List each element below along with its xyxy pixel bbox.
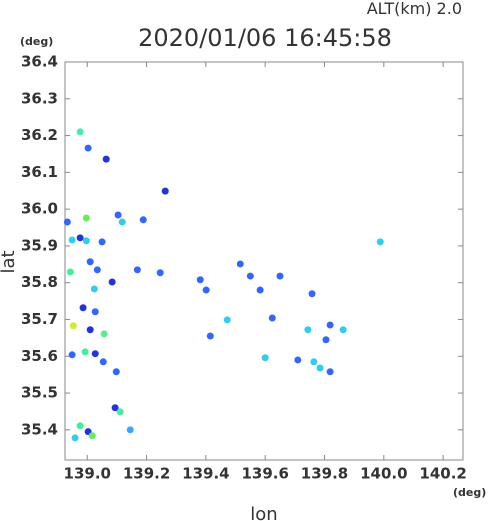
echo-point [114,211,122,219]
echo-point [86,326,94,334]
y-tick-label: 36.1 [21,163,58,181]
echo-point [276,272,284,280]
echo-point [294,356,302,364]
x-tick-label: 140.2 [419,465,466,483]
echo-point [161,187,169,195]
y-tick-label: 35.5 [21,384,58,402]
y-tick-label: 36.3 [21,89,58,107]
x-tick-label: 140.0 [360,465,407,483]
echo-point [84,144,92,152]
y-tick-label: 36.0 [21,200,58,218]
echo-point [81,348,89,356]
y-tick-label: 36.4 [21,53,58,71]
x-tick-label: 139.8 [301,465,348,483]
x-tick-label: 139.6 [241,465,288,483]
echo-point [256,286,264,294]
y-axis-title: lat [0,250,19,273]
echo-point [156,269,164,277]
echo-point [326,321,334,329]
echo-point [68,351,76,359]
x-axis-title: lon [250,504,277,521]
echo-point [69,322,77,330]
echo-point [112,368,120,376]
echo-point [339,326,347,334]
echo-point [76,128,84,136]
echo-point [68,236,76,244]
echo-point [102,155,110,163]
echo-point [139,216,147,224]
echo-point [126,426,134,434]
echo-point [196,276,204,284]
echo-point [246,272,254,280]
echo-point [76,234,84,242]
echo-point [88,432,96,440]
echo-point [223,316,231,324]
y-unit: (deg) [20,35,53,48]
echo-point [206,332,214,340]
echo-point [261,354,269,362]
echo-point [304,326,312,334]
y-tick-label: 36.2 [21,126,58,144]
y-tick-label: 35.6 [21,347,58,365]
echo-point [116,408,124,416]
echo-point [91,308,99,316]
plot-frame [64,61,464,461]
echo-point [66,268,74,276]
echo-point [63,218,71,226]
echo-point [268,314,276,322]
echo-point [202,286,210,294]
echo-point [111,404,119,412]
x-tick-label: 139.2 [123,465,170,483]
echo-point [76,422,84,430]
echo-point [71,434,79,442]
echo-point [82,237,90,245]
echo-point [236,260,244,268]
echo-point [326,368,334,376]
x-tick-label: 139.4 [182,465,229,483]
echo-point [316,364,324,372]
echo-point [99,358,107,366]
echo-point [118,218,126,226]
echo-point [90,285,98,293]
x-tick-label: 139.0 [64,465,111,483]
x-unit: (deg) [453,486,486,499]
echo-point [310,358,318,366]
echo-point [86,258,94,266]
echo-point [133,266,141,274]
echo-point [100,330,108,338]
echo-point [91,350,99,358]
echo-point [79,304,87,312]
echo-point [322,336,330,344]
echo-point [82,214,90,222]
echo-point [308,290,316,298]
altitude-label: ALT(km) 2.0 [367,0,462,18]
echo-point [98,238,106,246]
echo-point [108,278,116,286]
y-tick-label: 35.8 [21,273,58,291]
echo-point [376,238,384,246]
y-tick-label: 35.7 [21,310,58,328]
y-tick-label: 35.9 [21,236,58,254]
echo-point [93,266,101,274]
y-tick-label: 35.4 [21,420,58,438]
chart-title: 2020/01/06 16:45:58 [138,24,392,52]
